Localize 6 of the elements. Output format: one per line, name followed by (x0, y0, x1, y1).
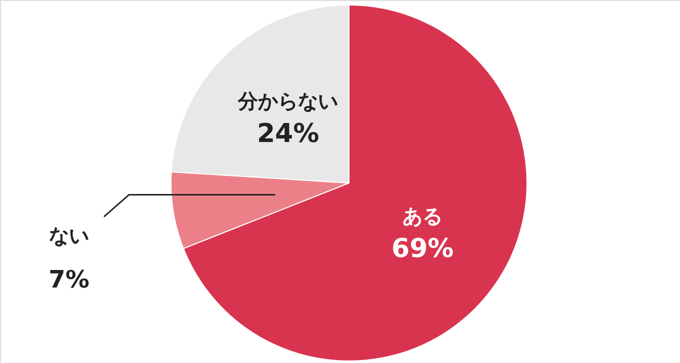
slice-label: ない (49, 224, 89, 248)
data-label: 24% (256, 119, 320, 150)
slice-label: ある (402, 204, 443, 228)
data-label: 7% (48, 266, 90, 294)
data-label: 69% (391, 234, 454, 264)
slice-label: 分からない (237, 89, 338, 114)
